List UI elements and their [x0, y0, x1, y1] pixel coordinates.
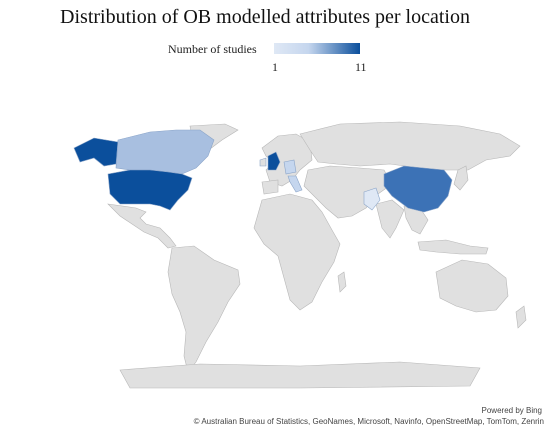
region-japan	[453, 165, 469, 191]
region-italy	[287, 175, 303, 193]
legend-min-label: 1	[272, 60, 278, 74]
region-iberia	[261, 179, 279, 195]
region-pakistan	[363, 187, 381, 211]
region-russia	[299, 121, 521, 171]
region-middle-east-central-asia	[303, 165, 393, 219]
region-mexico-central-america	[107, 203, 177, 249]
region-australia	[435, 259, 509, 313]
region-china	[383, 165, 453, 213]
region-indonesia	[417, 239, 489, 255]
legend-title: Number of studies	[168, 42, 257, 56]
region-india	[375, 199, 405, 239]
region-ireland	[259, 157, 267, 167]
world-map	[73, 121, 527, 389]
region-madagascar	[337, 271, 347, 293]
region-united-states	[107, 169, 193, 211]
region-canada	[115, 129, 215, 175]
region-africa	[253, 193, 341, 311]
region-south-america	[167, 245, 241, 373]
map-title: Distribution of OB modelled attributes p…	[60, 6, 470, 28]
attribution-text: © Australian Bureau of Statistics, GeoNa…	[193, 417, 544, 426]
region-antarctica	[119, 361, 481, 389]
region-united-kingdom	[267, 151, 281, 171]
region-new-zealand	[515, 305, 527, 329]
legend-max-label: 11	[355, 60, 367, 74]
region-alaska	[73, 137, 119, 167]
powered-by-text: Powered by Bing	[481, 406, 542, 415]
legend-gradient-bar	[274, 43, 360, 54]
region-germany	[283, 159, 297, 175]
